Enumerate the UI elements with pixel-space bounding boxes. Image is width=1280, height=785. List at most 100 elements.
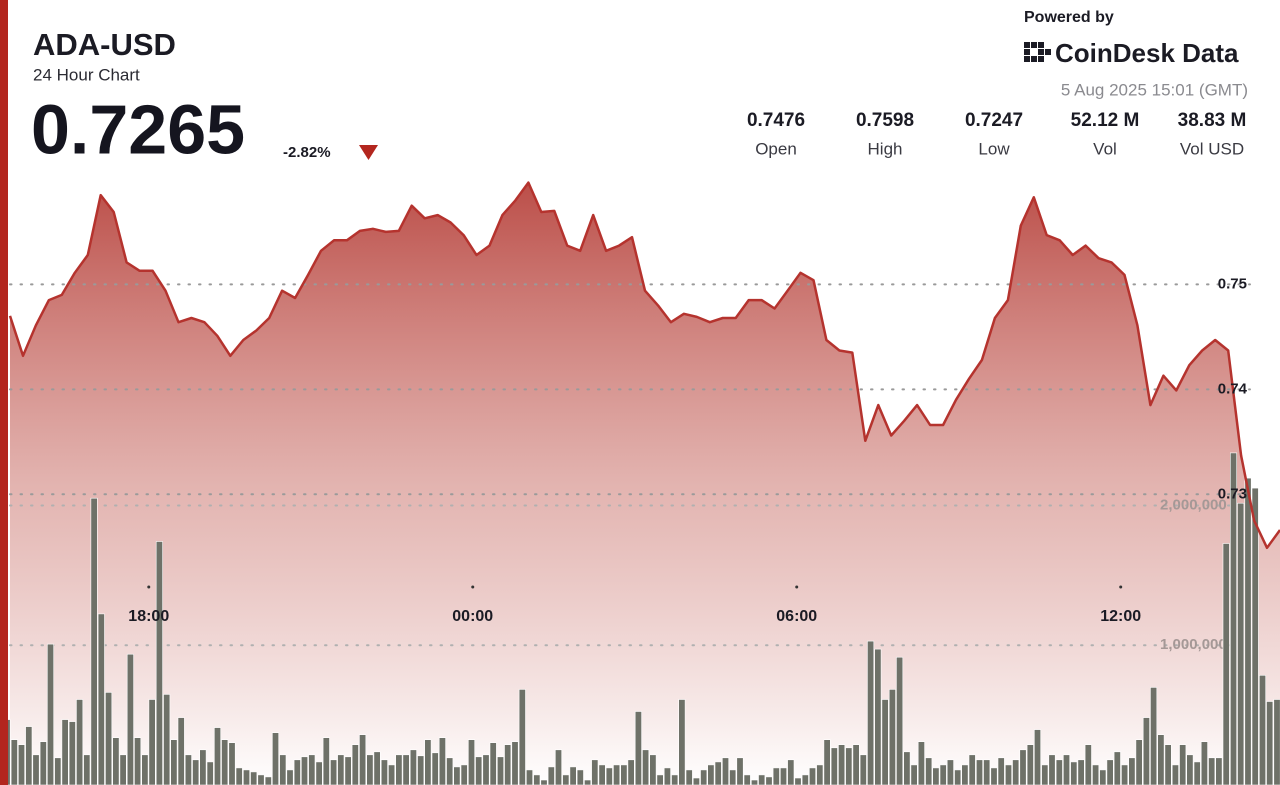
volume-bar	[954, 769, 962, 785]
y-tick-label: 0.73	[1218, 485, 1247, 502]
y-tick-label: 0.75	[1218, 275, 1247, 292]
volume-bar	[489, 742, 497, 785]
volume-bar	[845, 747, 853, 785]
volume-bar	[1092, 764, 1100, 785]
volume-bar	[1150, 687, 1158, 785]
volume-bar	[591, 759, 599, 785]
volume-bar	[598, 764, 606, 785]
volume-bar	[975, 759, 983, 785]
x-tick-label: 00:00	[452, 608, 493, 625]
stats: 0.7476 Open 0.7598 High 0.7247 Low 52.12 M Vol 3…	[747, 110, 1246, 158]
volume-bar	[453, 766, 461, 785]
volume-bar	[961, 764, 969, 785]
volume-bar	[1208, 757, 1216, 785]
volume-bar	[642, 749, 650, 785]
volume-bar	[214, 727, 222, 785]
volume-bar	[671, 774, 679, 785]
volume-bar	[830, 747, 838, 785]
volume-bar	[293, 759, 301, 785]
volume-bar	[1099, 769, 1107, 785]
down-arrow	[359, 145, 378, 160]
volume-bar	[279, 754, 287, 785]
stat-value: 0.7598	[856, 110, 914, 131]
volume-bar	[750, 779, 758, 785]
volume-bar	[787, 759, 795, 785]
volume-bar	[184, 754, 192, 785]
volume-bar	[228, 742, 236, 785]
volume-bar	[1004, 764, 1012, 785]
volume-bar	[1048, 754, 1056, 785]
y2-tick-label: 1,000,000	[1160, 636, 1227, 653]
volume-bar	[1070, 761, 1078, 785]
volume-bar	[867, 640, 875, 785]
volume-bar	[330, 759, 338, 785]
volume-bar	[758, 774, 766, 785]
volume-bar	[243, 769, 251, 785]
y2-tick-label: 2,000,000	[1160, 496, 1227, 513]
volume-bar	[729, 769, 737, 785]
area-fill	[10, 182, 1280, 785]
volume-bar	[105, 692, 113, 785]
volume-bar	[743, 774, 751, 785]
volume-bar	[409, 749, 417, 785]
volume-bar	[315, 761, 323, 785]
volume-bar	[823, 739, 831, 785]
volume-bar	[1019, 749, 1027, 785]
volume-bar	[199, 749, 207, 785]
x-tick-label: 12:00	[1100, 608, 1141, 625]
volume-bar	[808, 767, 816, 785]
volume-bar	[1266, 701, 1274, 785]
volume-bar	[431, 752, 439, 785]
volume-bar	[663, 767, 671, 785]
grid-layer	[9, 283, 1251, 647]
accent-bar	[0, 0, 8, 785]
stat-label: Vol USD	[1180, 139, 1244, 158]
volume-bar	[692, 777, 700, 785]
volume-bar	[627, 759, 635, 785]
volume-bar	[446, 757, 454, 785]
volume-bar	[482, 754, 490, 785]
volume-bar	[417, 755, 425, 785]
volume-bar	[1186, 754, 1194, 785]
volume-bar	[1230, 452, 1238, 785]
volume-bar	[300, 756, 308, 785]
line-layer	[8, 181, 1280, 550]
volume-bar	[525, 769, 533, 785]
stat-value: 38.83 M	[1178, 110, 1247, 131]
volume-bar	[881, 699, 889, 785]
volume-bar	[1055, 759, 1063, 785]
volume-bar	[155, 541, 163, 785]
volume-bar	[801, 774, 809, 785]
volume-bar	[395, 754, 403, 785]
x-tick-mark	[1119, 585, 1123, 589]
volume-bar	[896, 656, 904, 785]
volume-bar	[656, 774, 664, 785]
volume-bar	[1041, 764, 1049, 785]
volume-bar	[235, 767, 243, 785]
change: -2.82%	[283, 144, 331, 161]
volume-bar	[76, 699, 84, 785]
volume-bar	[39, 741, 47, 785]
volume-bar	[170, 739, 178, 785]
volume-bar	[264, 776, 272, 785]
volume-bar	[344, 756, 352, 785]
volume-bar	[903, 751, 911, 785]
labels-layer: 0.73 0.74 0.75 18:00 00:00 06:00 12:00	[128, 275, 1247, 625]
volume-bar	[1244, 477, 1252, 785]
volume-bar	[511, 741, 519, 785]
volume-bar	[460, 764, 468, 785]
volume-bar	[68, 721, 76, 785]
volume-bar	[134, 737, 142, 785]
x-tick-label: 06:00	[776, 608, 817, 625]
volume-bar	[1128, 757, 1136, 785]
price-line	[8, 181, 1280, 550]
volume-bar	[1135, 739, 1143, 785]
volume-bar	[990, 767, 998, 785]
volume-bar	[649, 754, 657, 785]
volume-bar	[983, 759, 991, 785]
volume-bar	[126, 653, 134, 785]
volume-bar	[1026, 744, 1034, 785]
symbol: ADA-USD	[33, 27, 176, 62]
volume-bar	[90, 497, 98, 785]
